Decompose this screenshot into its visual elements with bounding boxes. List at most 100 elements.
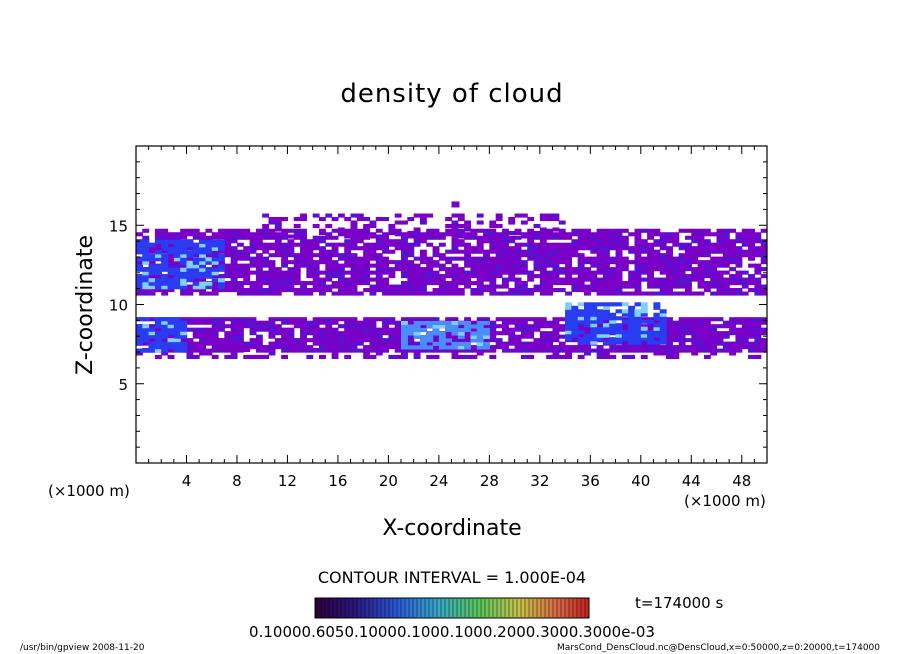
cloud-cell	[236, 242, 244, 247]
cloud-cell	[527, 228, 535, 233]
cloud-cell	[621, 345, 629, 350]
cloud-cell	[748, 317, 755, 322]
cloud-cell	[306, 281, 314, 286]
cloud-cell	[672, 331, 680, 336]
cloud-cell	[514, 281, 522, 286]
cloud-cell	[268, 242, 276, 247]
cloud-cell	[401, 351, 408, 356]
cloud-cell	[199, 274, 207, 279]
cloud-cell	[211, 347, 219, 353]
cloud-cell	[464, 324, 472, 329]
cloud-cell	[596, 316, 604, 321]
cloud-cell	[691, 249, 699, 254]
cloud-cell	[697, 263, 705, 268]
cloud-cell	[382, 324, 389, 329]
cloud-cell	[445, 334, 453, 339]
cloud-cell	[230, 270, 238, 275]
cloud-cell	[628, 305, 636, 310]
cloud-cell	[754, 281, 762, 286]
cloud-cell	[438, 267, 446, 272]
cloud-cell	[274, 220, 282, 225]
cloud-cell	[432, 324, 440, 329]
cloud-cell	[394, 263, 402, 268]
cloud-cell	[274, 341, 282, 346]
cloud-cell	[552, 256, 560, 261]
cloud-cell	[672, 235, 680, 240]
cloud-cell	[672, 334, 680, 339]
cloud-cell	[546, 217, 554, 222]
cloud-cell	[596, 345, 604, 350]
cloud-cell	[666, 320, 673, 325]
cloud-cell	[375, 246, 383, 251]
cloud-cell	[205, 274, 213, 279]
cloud-cell	[136, 257, 143, 262]
cloud-cell	[337, 345, 345, 350]
cloud-cell	[741, 277, 749, 282]
cloud-cell	[451, 327, 459, 333]
cloud-cell	[628, 312, 636, 317]
cloud-cell	[438, 331, 446, 336]
cloud-cell	[337, 227, 345, 232]
cloud-cell	[659, 284, 667, 289]
cloud-cell	[584, 228, 591, 233]
cloud-cell	[318, 246, 326, 251]
cloud-cell	[741, 284, 749, 289]
cloud-cell	[596, 291, 604, 296]
cloud-cell	[659, 309, 667, 314]
cloud-cell	[684, 347, 692, 353]
cloud-cell	[457, 331, 465, 336]
cloud-cell	[672, 260, 680, 265]
cloud-cell	[300, 246, 307, 251]
cloud-cell	[281, 338, 289, 343]
cloud-cell	[173, 260, 181, 265]
cloud-cell	[590, 326, 598, 331]
cloud-cell	[325, 249, 333, 254]
cloud-cell	[300, 331, 307, 336]
cloud-cell	[754, 232, 762, 237]
cloud-cell	[476, 256, 484, 261]
cloud-cell	[388, 334, 396, 339]
cloud-cell	[161, 239, 169, 244]
cloud-cell	[344, 263, 352, 268]
cloud-cell	[596, 256, 604, 261]
cloud-cell	[691, 256, 699, 261]
cloud-cell	[451, 256, 459, 261]
cloud-cell	[337, 256, 345, 261]
x-tick-label: 24	[429, 472, 448, 490]
cloud-cell	[552, 351, 560, 356]
cloud-cell	[445, 274, 453, 279]
cloud-cell	[684, 288, 692, 293]
cloud-cell	[293, 217, 301, 222]
cloud-cell	[331, 260, 339, 265]
cloud-cell	[457, 354, 465, 359]
cloud-cell	[211, 274, 219, 279]
cloud-cell	[331, 320, 339, 325]
cloud-cell	[615, 267, 623, 272]
cloud-cell	[331, 274, 339, 279]
cloud-cell	[445, 267, 453, 272]
cloud-cell	[684, 267, 692, 272]
cloud-cell	[565, 260, 572, 265]
cloud-cell	[634, 312, 642, 317]
cloud-cell	[388, 260, 396, 265]
cloud-cell	[375, 263, 383, 268]
cloud-cell	[640, 263, 648, 268]
cloud-cell	[344, 317, 352, 322]
cloud-cell	[211, 345, 219, 350]
cloud-cell	[703, 267, 711, 272]
cloud-cell	[647, 235, 655, 240]
cloud-cell	[451, 249, 459, 254]
cloud-cell	[407, 331, 415, 336]
cloud-cell	[375, 338, 383, 343]
cloud-cell	[274, 232, 282, 237]
cloud-cell	[281, 217, 289, 222]
cloud-cell	[489, 345, 497, 350]
cloud-cell	[634, 281, 642, 286]
cloud-cell	[590, 323, 598, 328]
cloud-cell	[495, 213, 503, 218]
cloud-cell	[558, 327, 566, 332]
cloud-cell	[584, 232, 591, 237]
cloud-cell	[628, 232, 636, 237]
cloud-cell	[520, 232, 528, 237]
cloud-cell	[615, 323, 623, 328]
